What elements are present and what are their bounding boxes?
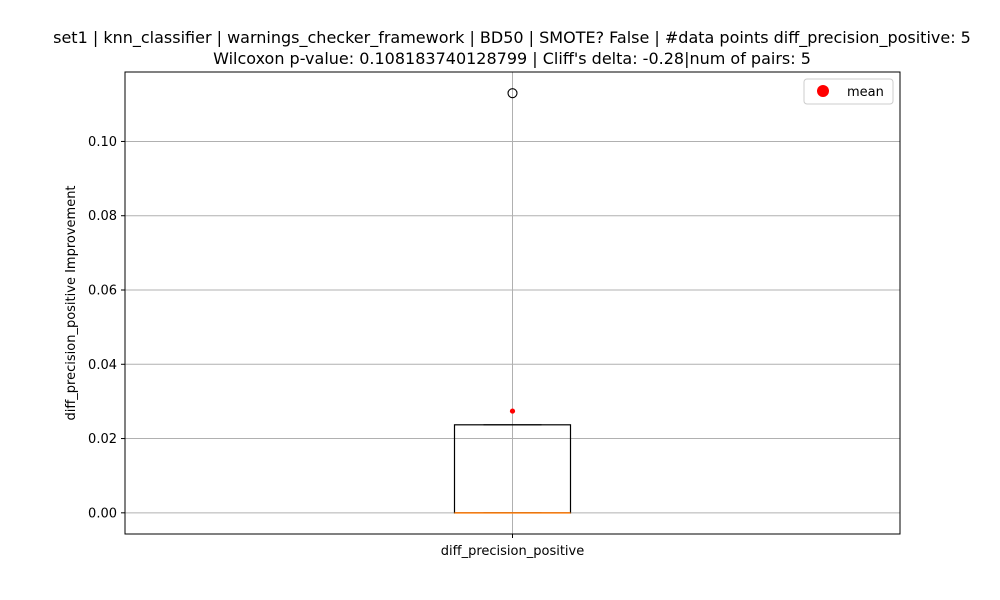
y-tick-label: 0.00: [88, 506, 117, 521]
plot-area-frame: [124, 71, 901, 535]
y-tick-label: 0.02: [88, 432, 117, 447]
y-tick-label: 0.08: [88, 209, 117, 224]
legend-entry-mean: mean: [847, 85, 884, 100]
mean-point: [509, 408, 516, 414]
legend-frame: [803, 78, 894, 105]
y-axis-label: diff_precision_positive Improvement: [64, 185, 79, 420]
x-axis-ticks: diff_precision_positive: [441, 534, 584, 559]
y-tick-label: 0.10: [88, 135, 117, 150]
chart-title-line-1: set1 | knn_classifier | warnings_checker…: [53, 28, 971, 48]
y-axis-ticks: 0.00 0.02 0.04 0.06 0.08 0.10: [88, 135, 125, 521]
chart-title-line-2: Wilcoxon p-value: 0.108183740128799 | Cl…: [213, 49, 811, 68]
box-plot: [453, 88, 572, 514]
y-tick-label: 0.06: [88, 284, 117, 299]
outlier-point: [507, 88, 518, 99]
grid-layer: [125, 72, 900, 534]
y-tick-label: 0.04: [88, 358, 117, 373]
legend-mean-marker: [817, 85, 829, 97]
x-tick-label: diff_precision_positive: [441, 544, 584, 559]
legend: mean: [803, 78, 894, 105]
